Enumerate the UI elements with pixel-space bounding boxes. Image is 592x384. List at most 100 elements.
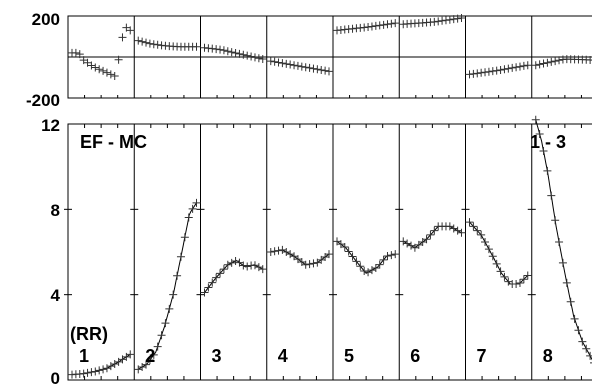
phase-point-segment-3 bbox=[235, 49, 244, 58]
phase-point-segment-3 bbox=[223, 47, 232, 56]
phase-point-segment-8 bbox=[547, 57, 556, 66]
value-point-segment-2 bbox=[169, 290, 178, 299]
phase-point-segment-3 bbox=[219, 46, 228, 55]
phase-point-segment-7 bbox=[473, 69, 482, 78]
value-point-segment-4 bbox=[325, 250, 333, 259]
value-point-segment-5 bbox=[375, 260, 384, 269]
phase-point-segment-4 bbox=[290, 61, 299, 70]
value-point-segment-1 bbox=[91, 367, 100, 376]
value-point-segment-8 bbox=[558, 258, 567, 267]
value-point-segment-5 bbox=[352, 257, 361, 266]
value-point-segment-2 bbox=[180, 233, 189, 242]
value-point-segment-1 bbox=[79, 369, 88, 378]
segment-label-4: 4 bbox=[278, 346, 288, 366]
value-point-segment-7 bbox=[500, 272, 509, 281]
phase-point-segment-4 bbox=[325, 67, 333, 76]
value-point-segment-2 bbox=[145, 356, 154, 365]
phase-point-segment-7 bbox=[484, 67, 493, 76]
segment-label-3: 3 bbox=[212, 346, 222, 366]
value-point-segment-8 bbox=[535, 129, 544, 138]
phase-point-segment-3 bbox=[243, 51, 252, 60]
value-point-segment-8 bbox=[547, 191, 556, 200]
value-point-segment-8 bbox=[590, 362, 592, 364]
phase-point-segment-2 bbox=[192, 42, 201, 51]
phase-point-segment-7 bbox=[504, 64, 513, 73]
value-point-segment-6 bbox=[449, 224, 458, 233]
phase-point-segment-3 bbox=[239, 50, 248, 59]
phase-point-segment-6 bbox=[457, 14, 466, 23]
value-point-segment-7 bbox=[519, 275, 528, 284]
value-point-segment-3 bbox=[212, 273, 221, 282]
segment-label-5: 5 bbox=[344, 346, 354, 366]
annotation-unit-label: (RR) bbox=[70, 324, 108, 344]
value-point-segment-3 bbox=[254, 263, 263, 272]
chart-title: EF - MC bbox=[80, 132, 147, 152]
value-point-segment-5 bbox=[364, 268, 373, 277]
value-point-segment-2 bbox=[188, 204, 197, 213]
value-point-segment-5 bbox=[371, 264, 380, 272]
phase-point-segment-5 bbox=[387, 19, 396, 28]
value-point-segment-7 bbox=[515, 279, 524, 288]
phase-point-segment-5 bbox=[371, 21, 380, 30]
value-point-segment-5 bbox=[340, 243, 349, 252]
value-point-segment-8 bbox=[574, 326, 583, 335]
value-curve-segment-7 bbox=[469, 221, 529, 285]
value-point-segment-1 bbox=[99, 365, 108, 374]
value-point-segment-1 bbox=[83, 368, 92, 377]
phase-point-segment-4 bbox=[278, 59, 287, 68]
top-panel: 200 -200 bbox=[26, 10, 592, 110]
phase-point-segment-7 bbox=[512, 63, 521, 72]
value-point-segment-4 bbox=[278, 245, 287, 254]
phase-point-segment-6 bbox=[445, 15, 454, 24]
value-point-segment-5 bbox=[348, 252, 357, 261]
value-point-segment-3 bbox=[204, 283, 213, 292]
top-panel-dividers bbox=[133, 16, 533, 98]
main-panel-points bbox=[68, 115, 592, 379]
segment-label-8: 8 bbox=[543, 346, 553, 366]
main-panel-frame bbox=[67, 123, 592, 381]
phase-point-segment-2 bbox=[153, 40, 162, 49]
value-point-segment-5 bbox=[379, 255, 388, 264]
phase-point-segment-1 bbox=[71, 48, 80, 57]
phase-point-segment-3 bbox=[216, 45, 225, 54]
value-point-segment-6 bbox=[430, 226, 439, 235]
phase-point-segment-7 bbox=[481, 68, 490, 77]
phase-point-segment-1 bbox=[114, 55, 123, 64]
segment-label-6: 6 bbox=[410, 346, 420, 366]
phase-point-segment-4 bbox=[321, 66, 330, 75]
main-ytick-label-0: 0 bbox=[51, 369, 60, 384]
phase-point-segment-3 bbox=[231, 49, 240, 58]
value-point-segment-7 bbox=[481, 238, 490, 247]
phase-point-segment-7 bbox=[508, 63, 517, 72]
phase-point-segment-4 bbox=[286, 60, 295, 69]
phase-point-segment-4 bbox=[274, 58, 283, 67]
value-point-segment-5 bbox=[360, 266, 369, 275]
value-point-segment-5 bbox=[391, 250, 400, 259]
phase-point-segment-8 bbox=[543, 58, 552, 67]
phase-point-segment-1 bbox=[102, 68, 111, 77]
value-point-segment-5 bbox=[383, 252, 392, 261]
value-point-segment-5 bbox=[387, 251, 396, 260]
top-panel-points bbox=[68, 14, 592, 81]
phase-point-segment-4 bbox=[270, 57, 279, 66]
main-panel-ticks bbox=[64, 124, 582, 380]
value-point-segment-2 bbox=[165, 304, 174, 313]
value-point-segment-8 bbox=[539, 147, 548, 156]
value-point-segment-1 bbox=[87, 368, 96, 377]
value-point-segment-8 bbox=[570, 314, 579, 323]
value-point-segment-7 bbox=[488, 252, 497, 261]
value-point-segment-1 bbox=[95, 366, 104, 375]
annotation-label: 1 - 3 bbox=[530, 132, 566, 152]
value-point-segment-7 bbox=[473, 226, 482, 235]
value-point-segment-4 bbox=[282, 248, 291, 256]
top-panel-ticks bbox=[84, 95, 582, 98]
main-ytick-label-8: 8 bbox=[51, 201, 60, 220]
value-curve-segment-8 bbox=[535, 119, 592, 361]
value-point-segment-3 bbox=[231, 257, 240, 266]
value-point-segment-7 bbox=[512, 280, 521, 288]
phase-point-segment-7 bbox=[469, 69, 478, 78]
main-ytick-label-4: 4 bbox=[51, 286, 61, 305]
value-point-segment-4 bbox=[309, 259, 318, 268]
phase-point-segment-1 bbox=[87, 61, 96, 70]
value-point-segment-8 bbox=[551, 216, 560, 225]
